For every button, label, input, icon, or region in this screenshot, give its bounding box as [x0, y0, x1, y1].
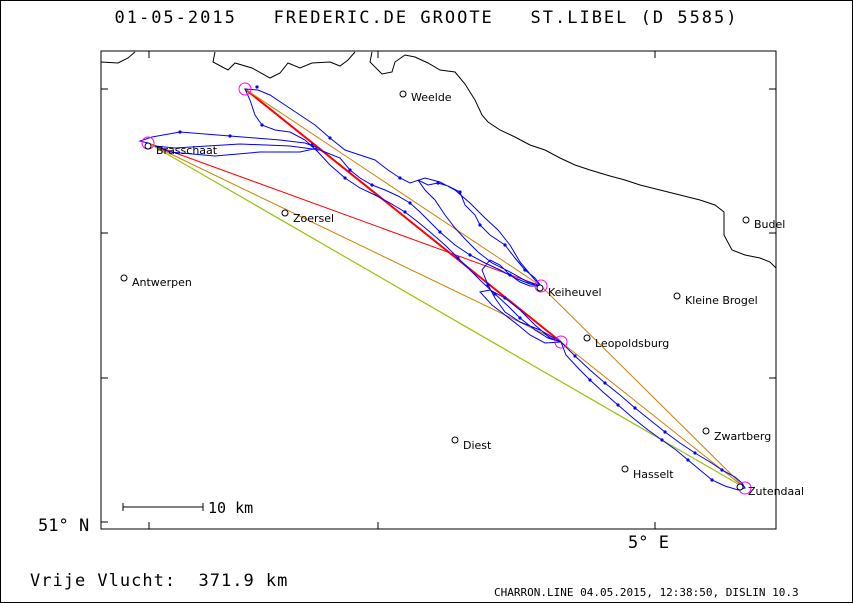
task-legs: [147, 88, 746, 489]
marker-weelde: [399, 90, 407, 98]
marker-kleine-brogel: [673, 292, 681, 300]
graticule-ticks: [101, 51, 776, 529]
marker-brasschaat: [144, 142, 152, 150]
leg-orange-2: [560, 341, 746, 489]
marker-keiheuvel: [536, 284, 544, 292]
marker-leopoldsburg: [583, 334, 591, 342]
distance-text: Vrije Vlucht: 371.9 km: [30, 571, 289, 591]
place-label-kleine-brogel: Kleine Brogel: [685, 294, 758, 307]
longitude-label: 5° E: [628, 533, 669, 553]
leg-red-1: [147, 142, 542, 287]
turnpoint-keiheuvel: [534, 279, 548, 293]
marker-zoersel: [281, 209, 289, 217]
marker-hasselt: [621, 465, 629, 473]
place-label-hasselt: Hasselt: [633, 468, 674, 481]
scale-bar: [122, 503, 204, 511]
place-label-antwerpen: Antwerpen: [132, 276, 192, 289]
turnpoint-leopoldsburg: [554, 335, 568, 349]
place-label-zoersel: Zoersel: [293, 212, 335, 225]
place-label-keiheuvel: Keiheuvel: [548, 286, 602, 299]
flight-date: 01-05-2015: [114, 8, 237, 28]
place-label-diest: Diest: [463, 439, 492, 452]
leg-orange-4: [540, 285, 746, 489]
place-markers: [120, 90, 750, 491]
place-label-weelde: Weelde: [411, 91, 452, 104]
place-label-brasschaat: Brasschaat: [156, 144, 218, 157]
flight-title: 01-05-2015 FREDERIC.DE GROOTE ST.LIBEL (…: [0, 8, 853, 28]
place-label-zwartberg: Zwartberg: [714, 430, 772, 443]
leg-orange-1: [147, 142, 562, 343]
club-name: ST.LIBEL (D 5585): [530, 8, 739, 28]
pilot-name: FREDERIC.DE GROOTE: [273, 8, 494, 28]
latitude-label: 51° N: [38, 516, 90, 536]
credit-text: CHARRON.LINE 04.05.2015, 12:38:50, DISLI…: [494, 586, 799, 599]
flight-track: [138, 88, 746, 491]
scale-bar-label: 10 km: [208, 499, 254, 517]
place-label-zutendaal: Zutendaal: [748, 485, 805, 498]
marker-zwartberg: [702, 427, 710, 435]
place-label-leopoldsburg: Leopoldsburg: [595, 337, 670, 350]
map-border: [100, 50, 777, 530]
turnpoint-north: [238, 82, 252, 96]
marker-diest: [451, 436, 459, 444]
leg-orange-3: [244, 88, 542, 287]
leg-green-1: [147, 142, 746, 489]
track-fixes: [178, 85, 724, 482]
marker-antwerpen: [120, 274, 128, 282]
country-border: [100, 51, 777, 269]
marker-zutendaal: [736, 483, 744, 491]
place-label-budel: Budel: [754, 218, 786, 231]
marker-budel: [742, 216, 750, 224]
